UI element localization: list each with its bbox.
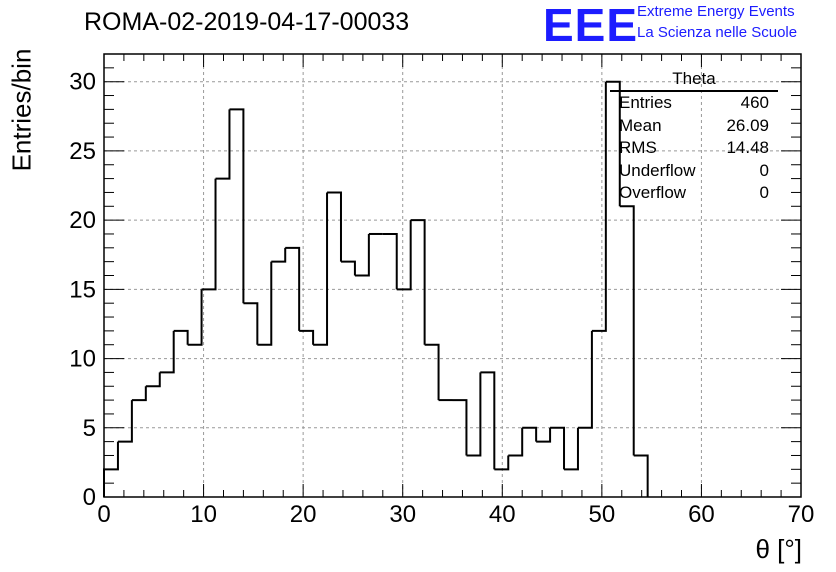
histogram-bin [577, 330, 593, 429]
stats-title: Theta [610, 68, 778, 92]
y-tick-label: 20 [69, 207, 96, 234]
histogram-bin [382, 232, 398, 290]
histogram-bin [536, 427, 552, 443]
stats-label: Overflow [619, 183, 687, 203]
histogram-bin [313, 192, 329, 346]
stats-row-overflow: Overflow 0 [610, 182, 778, 205]
x-tick-label: 0 [97, 501, 110, 528]
stats-value: 14.48 [726, 138, 769, 158]
stats-value: 0 [759, 183, 769, 203]
histogram-bin [159, 330, 175, 374]
stats-label: Entries [619, 93, 672, 112]
x-tick-label: 30 [389, 501, 416, 528]
histogram-bin [229, 108, 245, 304]
stats-value: 0 [759, 160, 769, 180]
histogram-bin [340, 260, 356, 276]
histogram-bin [201, 178, 217, 291]
x-tick-label: 40 [489, 501, 516, 528]
stats-label: Underflow [619, 160, 696, 180]
histogram-bin [243, 302, 259, 345]
histogram-bin [396, 220, 412, 291]
histogram-bin [145, 372, 161, 388]
histogram-bin [508, 427, 524, 457]
histogram-bin [480, 371, 496, 470]
histogram-bin [354, 233, 370, 277]
stats-label: Mean [619, 115, 662, 135]
stats-row-underflow: Underflow 0 [610, 160, 778, 183]
histogram-bin [285, 246, 301, 331]
x-tick-label: 20 [290, 501, 317, 528]
x-tick-label: 60 [688, 501, 715, 528]
eee-logo: EEE [543, 0, 639, 51]
stats-row-rms: RMS 14.48 [610, 137, 778, 160]
stats-value: 26.09 [726, 115, 769, 135]
histogram-bin [215, 109, 231, 180]
histogram-layer [103, 80, 649, 497]
histogram-bin [131, 386, 147, 402]
eee-logo-line1: Extreme Energy Events [637, 3, 795, 20]
histogram-bin [187, 289, 203, 346]
y-tick-label: 10 [69, 346, 96, 373]
stats-row-mean: Mean 26.09 [610, 115, 778, 138]
stats-value: 460 [740, 93, 769, 112]
histogram-bin [452, 399, 468, 456]
histogram-bin [605, 80, 621, 207]
histogram-bin [117, 400, 133, 443]
histogram-bin [271, 247, 287, 263]
histogram-bin [591, 81, 607, 332]
histogram-bin [173, 329, 189, 345]
y-tick-label: 0 [83, 484, 96, 511]
eee-logo-line2: La Scienza nelle Scuole [637, 24, 798, 41]
x-axis-label: θ [°] [755, 534, 802, 564]
histogram-bin [410, 219, 426, 345]
histogram-bin [522, 426, 538, 442]
stats-row-entries: Entries 460 [610, 92, 778, 115]
histogram-bin [466, 372, 482, 457]
y-tick-label: 15 [69, 276, 96, 303]
x-tick-label: 50 [589, 501, 616, 528]
histogram-bin [550, 426, 566, 470]
axes: 0 10 20 30 40 50 60 70 0 5 10 15 20 25 30 [69, 53, 815, 528]
y-tick-label: 25 [69, 138, 96, 165]
y-tick-label: 30 [69, 69, 96, 96]
grid-lines [104, 54, 801, 497]
histogram-bin [299, 329, 315, 345]
stats-label: RMS [619, 138, 657, 158]
histogram-bin [564, 427, 579, 471]
x-tick-label: 10 [190, 501, 217, 528]
histogram-bin [327, 191, 342, 262]
histogram-bin [257, 261, 273, 346]
histogram-bin [494, 455, 510, 471]
y-tick-label: 5 [83, 415, 96, 442]
stats-box: Theta Entries 460 Mean 26.09 RMS 14.48 U… [610, 68, 778, 205]
y-axis-label: Entries/bin [6, 48, 37, 172]
histogram-bin [619, 205, 635, 456]
histogram-bin [424, 343, 440, 401]
x-tick-label: 70 [788, 501, 815, 528]
histogram-bin [633, 454, 649, 497]
run-title: ROMA-02-2019-04-17-00033 [84, 8, 410, 36]
